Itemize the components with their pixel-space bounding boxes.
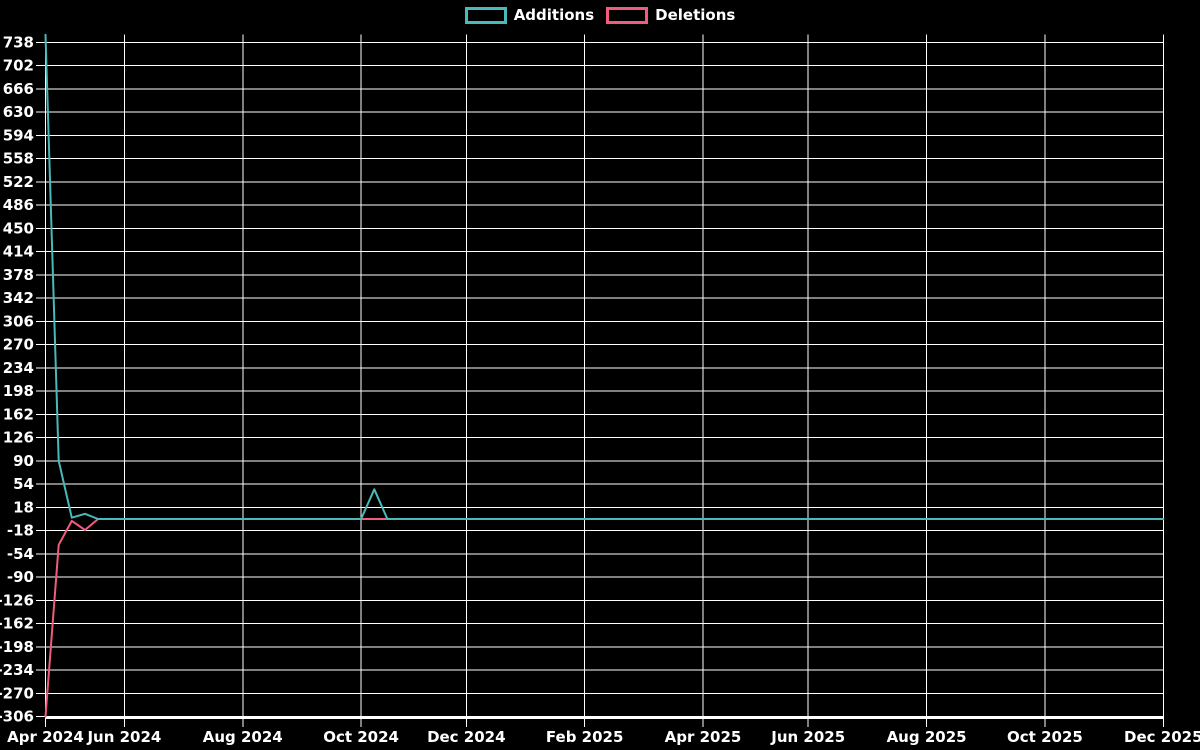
y-tick-label: -18 [7,522,34,540]
y-tick-label: 666 [3,80,34,98]
gridlines [36,34,1164,728]
x-tick-label: Dec 2025 [1124,728,1200,746]
y-tick-label: 162 [3,405,34,423]
x-tick-label: Oct 2025 [1007,728,1083,746]
x-tick-label: Dec 2024 [427,728,506,746]
y-tick-label: 126 [3,429,34,447]
y-tick-label: 234 [3,359,34,377]
y-tick-label: 702 [3,57,34,75]
legend-label-deletions: Deletions [655,6,736,24]
x-tick-label: Apr 2024 [7,728,84,746]
additions-swatch-icon [464,7,507,24]
deletions-swatch-icon [606,7,649,24]
y-tick-label: 738 [3,33,34,51]
y-tick-label: 198 [3,382,34,400]
y-tick-label: -198 [0,638,34,656]
legend-label-additions: Additions [513,6,595,24]
y-tick-label: 594 [3,126,34,144]
deletions-line [44,518,1165,718]
y-tick-label: 630 [3,103,34,121]
chart-legend: Additions Deletions [0,7,1200,24]
y-tick-label: 486 [3,196,34,214]
x-tick-label: Oct 2024 [323,728,399,746]
y-tick-label: 378 [3,266,34,284]
y-tick-label: 18 [13,498,34,516]
x-tick-label: Jun 2024 [86,728,161,746]
y-tick-label: 450 [3,219,34,237]
y-tick-label: -54 [7,545,34,563]
additions-line [44,33,1165,520]
y-tick-label: 414 [3,243,34,261]
y-tick-label: -270 [0,684,34,702]
x-tick-label: Apr 2025 [665,728,742,746]
x-tick-label: Aug 2024 [203,728,283,746]
legend-item-deletions[interactable]: Deletions [606,7,735,24]
legend-item-additions[interactable]: Additions [464,6,595,24]
y-tick-label: 522 [3,173,34,191]
y-tick-label: 270 [3,336,34,354]
y-tick-label: -126 [0,591,34,609]
x-tick-label: Jun 2025 [770,728,845,746]
y-tick-label: 90 [13,452,34,470]
y-tick-label: -162 [0,615,34,633]
y-tick-label: -234 [0,661,34,679]
x-tick-label: Feb 2025 [546,728,624,746]
y-tick-label: 54 [13,475,34,493]
y-tick-label: 306 [3,312,34,330]
y-tick-label: -306 [0,708,34,726]
y-tick-label: 342 [3,289,34,307]
y-tick-label: 558 [3,150,34,168]
y-tick-label: -90 [7,568,34,586]
x-tick-label: Aug 2025 [887,728,967,746]
